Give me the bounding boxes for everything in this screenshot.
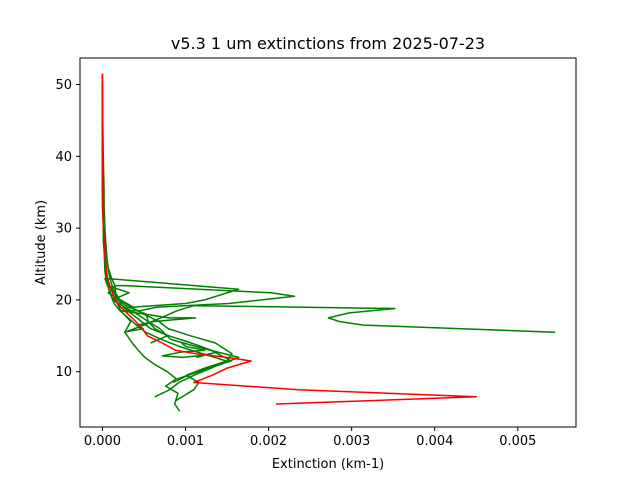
green-profile-line-7 (161, 342, 218, 359)
x-tick-label: 0.004 (416, 434, 453, 449)
x-tick-label: 0.000 (84, 434, 121, 449)
x-tick-label: 0.002 (250, 434, 287, 449)
series-layer (101, 73, 556, 412)
x-tick-label: 0.001 (167, 434, 204, 449)
chart-title: v5.3 1 um extinctions from 2025-07-23 (171, 34, 485, 53)
red-profile-line-8 (101, 73, 478, 405)
y-tick-label: 30 (55, 222, 72, 237)
y-tick-label: 40 (55, 150, 72, 165)
y-tick-label: 20 (55, 293, 72, 308)
y-tick-label: 10 (55, 365, 72, 380)
ticks-layer: 0.000 0.001 0.002 0.003 0.004 0.005 10 20 30 40 50 (55, 78, 536, 449)
x-tick-label: 0.003 (333, 434, 370, 449)
x-axis-label: Extinction (km-1) (272, 457, 384, 472)
plot-frame (79, 57, 577, 428)
y-tick-label: 50 (55, 78, 72, 93)
green-profile-line-5 (104, 277, 296, 344)
y-axis-label: Altitude (km) (34, 200, 49, 285)
green-profile-line-6 (124, 304, 556, 333)
x-tick-label: 0.005 (499, 434, 536, 449)
